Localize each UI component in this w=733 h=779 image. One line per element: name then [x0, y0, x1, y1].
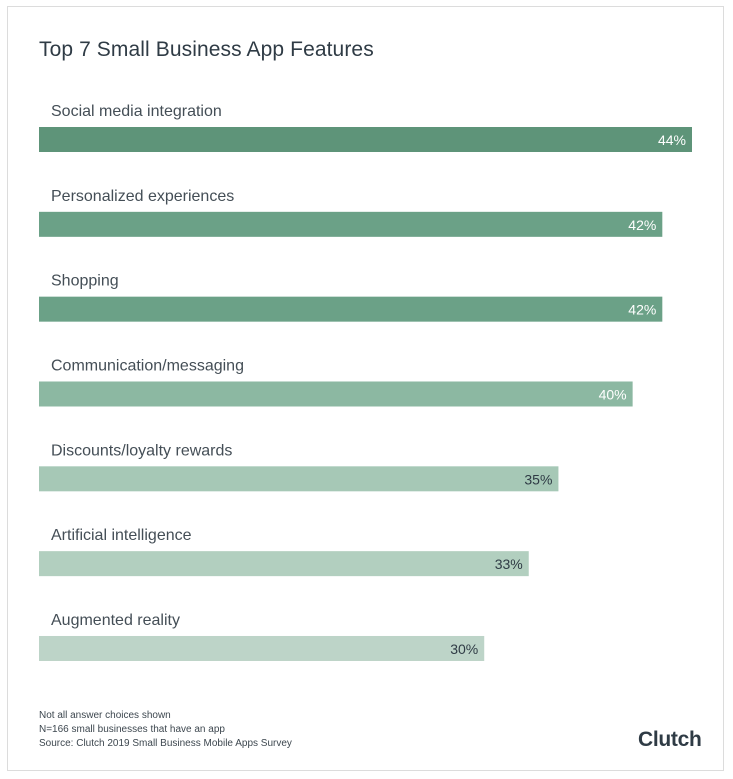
bar	[39, 466, 559, 492]
clutch-logo: Clutch	[638, 728, 702, 751]
category-label: Augmented reality	[51, 612, 180, 629]
category-label: Communication/messaging	[51, 357, 244, 374]
data-label: 33%	[495, 556, 523, 572]
bar	[39, 635, 485, 661]
footnote-sample-size: N=166 small businesses that have an app	[39, 724, 225, 735]
data-label: 42%	[628, 217, 656, 233]
footnote-source: Source: Clutch 2019 Small Business Mobil…	[39, 738, 292, 749]
bar	[39, 551, 529, 577]
data-label: 42%	[628, 302, 656, 318]
category-label: Shopping	[51, 273, 119, 290]
category-label: Artificial intelligence	[51, 527, 192, 544]
bar	[39, 296, 663, 322]
data-label: 44%	[658, 132, 686, 148]
footnote-answer-choices: Not all answer choices shown	[39, 710, 171, 721]
category-label: Social media integration	[51, 103, 222, 120]
category-label: Discounts/loyalty rewards	[51, 442, 232, 459]
data-label: 30%	[450, 641, 478, 657]
category-label: Personalized experiences	[51, 188, 234, 205]
bar	[39, 127, 692, 152]
data-label: 35%	[524, 471, 552, 487]
bar	[39, 211, 663, 237]
bar	[39, 381, 633, 407]
footnotes: Not all answer choices shown N=166 small…	[39, 709, 292, 751]
chart-title: Top 7 Small Business App Features	[39, 38, 374, 61]
data-label: 40%	[599, 386, 627, 402]
